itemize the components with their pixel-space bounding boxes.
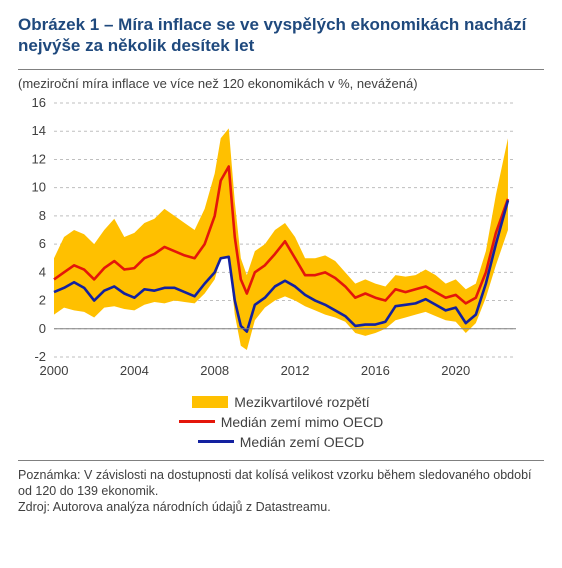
svg-text:14: 14 [32, 123, 46, 138]
svg-text:2000: 2000 [40, 363, 69, 378]
legend-label-band: Mezikvartilové rozpětí [234, 394, 369, 410]
legend-item-oecd: Medián zemí OECD [198, 434, 364, 450]
chart-area: -2 0 2 4 6 8 10 12 14 16 2000 2004 2008 2012 2016 2020 [18, 97, 544, 392]
svg-text:2016: 2016 [361, 363, 390, 378]
legend-label-nonoecd: Medián zemí mimo OECD [221, 414, 384, 430]
svg-text:2004: 2004 [120, 363, 149, 378]
figure-note: Poznámka: V závislosti na dostupnosti da… [18, 467, 544, 516]
svg-text:-2: -2 [34, 349, 46, 364]
svg-text:2012: 2012 [281, 363, 310, 378]
svg-text:16: 16 [32, 97, 46, 110]
oecd-swatch [198, 440, 234, 443]
legend: Mezikvartilové rozpětí Medián zemí mimo … [18, 394, 544, 450]
note-line-2: Zdroj: Autorova analýza národních údajů … [18, 500, 331, 514]
svg-text:10: 10 [32, 179, 46, 194]
svg-text:6: 6 [39, 236, 46, 251]
inflation-chart-svg: -2 0 2 4 6 8 10 12 14 16 2000 2004 2008 2012 2016 2020 [18, 97, 520, 387]
svg-text:2008: 2008 [200, 363, 229, 378]
svg-text:4: 4 [39, 264, 46, 279]
footer-rule [18, 460, 544, 461]
figure-title: Obrázek 1 – Míra inflace se ve vyspělých… [18, 14, 544, 57]
note-line-1: Poznámka: V závislosti na dostupnosti da… [18, 468, 532, 498]
svg-text:12: 12 [32, 151, 46, 166]
figure-subtitle: (meziroční míra inflace ve více než 120 … [18, 76, 544, 91]
legend-item-nonoecd: Medián zemí mimo OECD [179, 414, 384, 430]
svg-text:8: 8 [39, 207, 46, 222]
svg-text:2: 2 [39, 292, 46, 307]
nonoecd-swatch [179, 420, 215, 423]
svg-text:0: 0 [39, 320, 46, 335]
band-swatch [192, 396, 228, 408]
legend-label-oecd: Medián zemí OECD [240, 434, 364, 450]
svg-text:2020: 2020 [441, 363, 470, 378]
legend-item-band: Mezikvartilové rozpětí [192, 394, 369, 410]
title-rule [18, 69, 544, 70]
